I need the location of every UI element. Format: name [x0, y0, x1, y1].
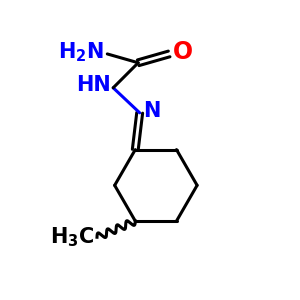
Text: $\mathbf{H_3C}$: $\mathbf{H_3C}$	[50, 225, 94, 249]
Text: $\mathbf{H_2N}$: $\mathbf{H_2N}$	[58, 41, 104, 64]
Text: O: O	[173, 40, 193, 64]
Text: HN: HN	[76, 75, 111, 95]
Text: N: N	[143, 101, 160, 122]
